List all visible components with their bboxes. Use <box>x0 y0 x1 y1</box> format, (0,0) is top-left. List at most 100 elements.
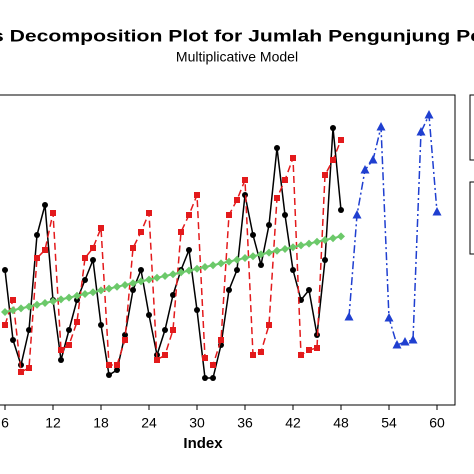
series-line <box>4 127 342 379</box>
marker <box>177 268 185 277</box>
marker <box>225 257 233 266</box>
marker <box>202 355 208 361</box>
marker <box>138 267 144 273</box>
marker <box>209 261 217 270</box>
marker <box>17 304 25 313</box>
marker <box>25 302 33 311</box>
marker <box>161 272 169 280</box>
marker <box>234 197 240 203</box>
marker <box>178 229 184 235</box>
marker <box>34 255 40 261</box>
marker <box>114 362 120 368</box>
marker <box>201 263 209 271</box>
marker <box>89 288 97 297</box>
marker <box>210 375 216 381</box>
marker <box>129 279 137 288</box>
marker <box>273 246 281 255</box>
marker <box>322 172 328 178</box>
marker <box>50 210 56 216</box>
marker <box>194 192 200 198</box>
x-tick-label: 60 <box>429 415 445 431</box>
marker <box>186 247 192 253</box>
marker <box>250 352 256 358</box>
marker <box>34 232 40 238</box>
chart-subtitle: Multiplicative Model <box>176 49 298 65</box>
marker <box>154 357 160 363</box>
marker <box>432 207 442 216</box>
marker <box>289 243 297 252</box>
marker <box>408 335 418 344</box>
marker <box>138 229 144 235</box>
marker <box>105 284 113 293</box>
marker <box>58 347 64 353</box>
marker <box>98 225 104 231</box>
marker <box>66 327 72 333</box>
x-tick-label: 54 <box>381 415 397 431</box>
marker <box>33 300 41 309</box>
marker <box>130 245 136 251</box>
marker <box>162 327 168 333</box>
marker <box>146 210 152 216</box>
marker <box>58 357 64 363</box>
marker <box>90 257 96 263</box>
marker <box>337 232 345 241</box>
marker <box>97 286 105 295</box>
marker <box>122 332 128 338</box>
marker <box>282 177 288 183</box>
marker <box>49 297 57 306</box>
marker <box>305 239 313 248</box>
marker <box>266 222 272 228</box>
x-tick-label: 18 <box>93 415 109 431</box>
marker <box>242 192 248 198</box>
marker <box>281 245 289 253</box>
marker <box>66 342 72 348</box>
marker <box>194 307 200 313</box>
marker <box>298 352 304 358</box>
marker <box>114 367 120 373</box>
marker <box>241 254 249 262</box>
marker <box>170 292 176 298</box>
marker <box>368 155 378 164</box>
marker <box>424 110 434 119</box>
marker <box>282 212 288 218</box>
marker <box>274 145 280 151</box>
x-tick-label: 24 <box>141 415 157 431</box>
marker <box>266 322 272 328</box>
marker <box>329 234 337 243</box>
marker <box>121 281 129 289</box>
legend-box <box>469 94 474 161</box>
marker <box>290 267 296 273</box>
marker <box>400 337 410 346</box>
marker <box>10 337 16 343</box>
marker <box>42 247 48 253</box>
marker <box>306 347 312 353</box>
marker <box>290 155 296 161</box>
x-tick-label: 30 <box>189 415 205 431</box>
marker <box>202 375 208 381</box>
marker <box>322 257 328 263</box>
marker <box>217 259 225 268</box>
marker <box>73 291 81 300</box>
x-tick-label: 6 <box>1 415 9 431</box>
marker <box>321 236 329 244</box>
marker <box>153 273 161 282</box>
marker <box>265 248 273 257</box>
marker <box>169 270 177 279</box>
marker <box>338 137 344 143</box>
marker <box>210 362 216 368</box>
marker <box>392 340 402 349</box>
marker <box>146 312 152 318</box>
marker <box>42 202 48 208</box>
marker <box>306 287 312 293</box>
marker <box>226 212 232 218</box>
marker <box>137 277 145 286</box>
x-axis-label: Index <box>183 435 223 452</box>
marker <box>26 327 32 333</box>
plot-frame <box>0 94 456 406</box>
marker <box>1 308 9 316</box>
marker <box>186 212 192 218</box>
marker <box>130 287 136 293</box>
marker <box>352 210 362 219</box>
marker <box>170 327 176 333</box>
